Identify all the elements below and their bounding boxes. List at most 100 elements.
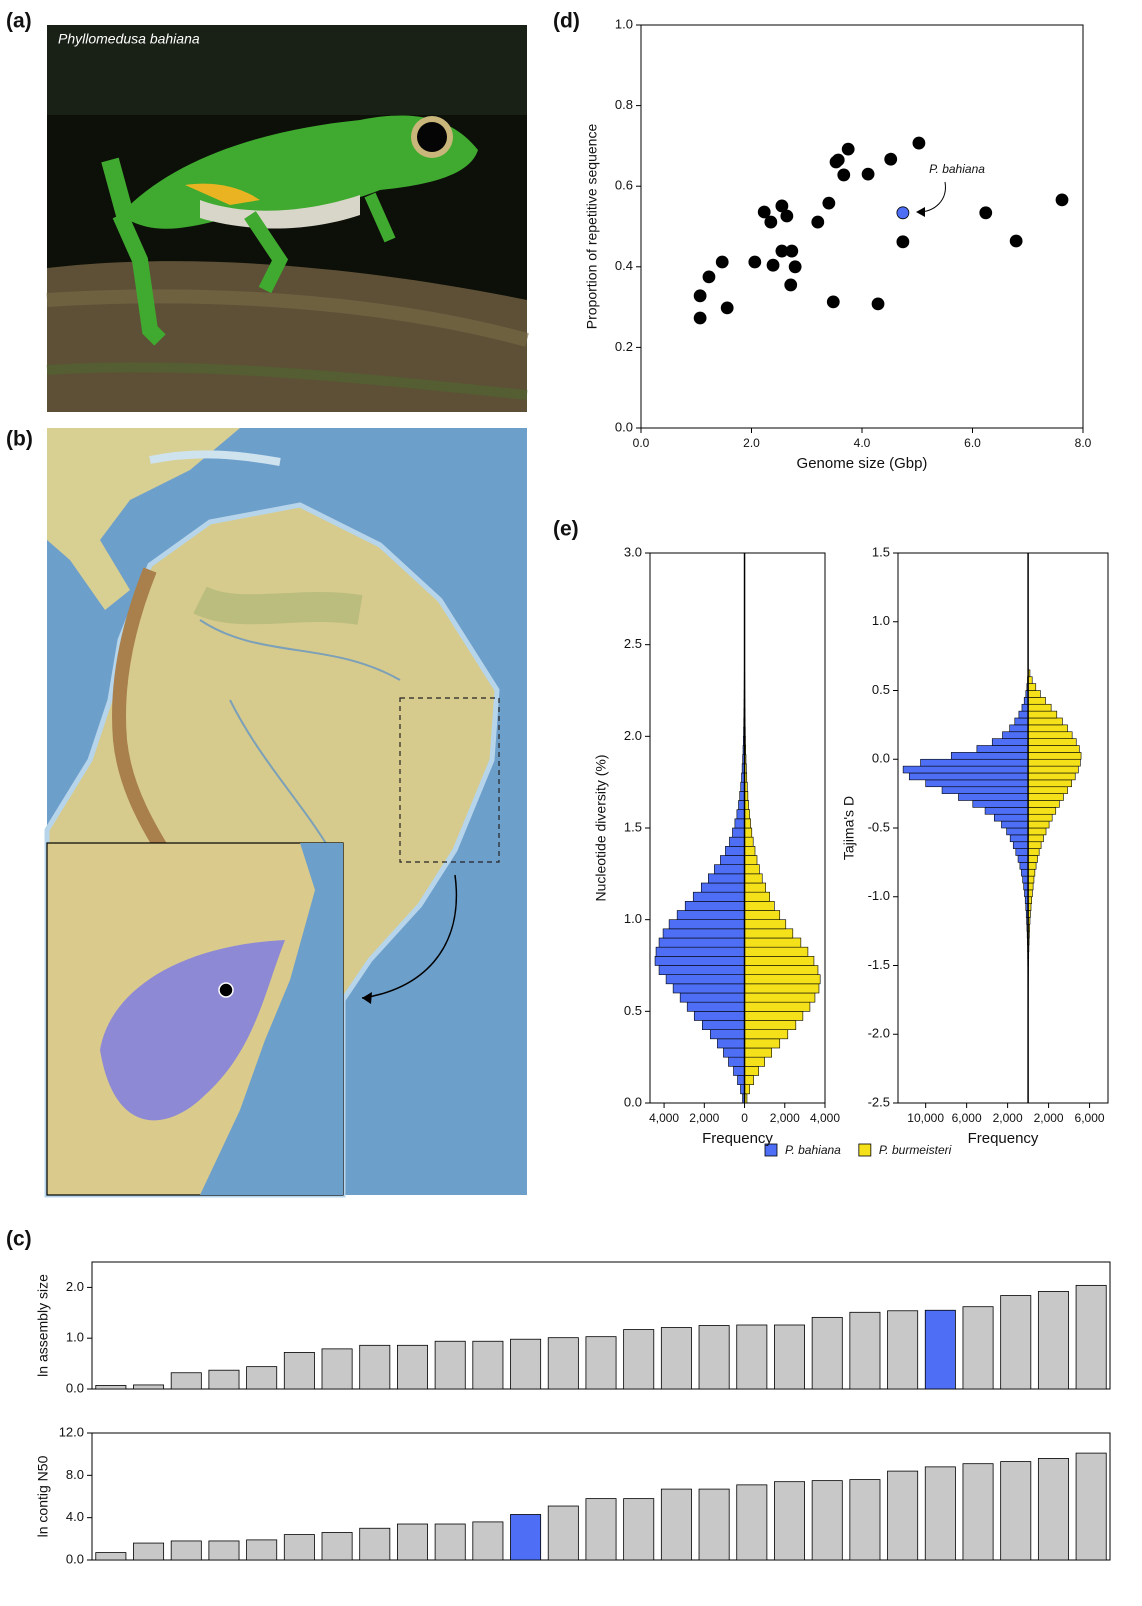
bar [586, 1499, 616, 1560]
point [885, 153, 897, 165]
bar [247, 1367, 277, 1389]
point [827, 296, 839, 308]
point [786, 245, 798, 257]
bar [284, 1352, 314, 1389]
histogram-bar [745, 1048, 772, 1057]
annotation-arrow [918, 182, 945, 212]
plot-frame [641, 25, 1083, 428]
histogram-bar [737, 810, 745, 819]
point [913, 137, 925, 149]
bar [1076, 1285, 1106, 1389]
bar [171, 1541, 201, 1560]
y-axis-label: ln contig N50 [35, 1455, 51, 1537]
y-tick-label: 1.0 [872, 613, 890, 628]
histogram-bar [1028, 801, 1059, 808]
bar [1038, 1291, 1068, 1389]
histogram-bar [1028, 835, 1043, 842]
x-tick-label: 4.0 [854, 436, 871, 450]
y-tick-label: 0.8 [615, 97, 633, 112]
bar [812, 1317, 842, 1389]
bar [624, 1330, 654, 1389]
histogram-bar [1021, 869, 1028, 876]
bar [925, 1467, 955, 1560]
bar [1038, 1458, 1068, 1560]
histogram-bar [1028, 746, 1079, 753]
y-tick-label: -0.5 [868, 819, 890, 834]
histogram-bar [1028, 697, 1045, 704]
y-tick-label: 0.0 [624, 1094, 642, 1109]
point [862, 168, 874, 180]
point [832, 154, 844, 166]
point [980, 207, 992, 219]
panel-label: (a) [6, 10, 32, 33]
x-tick-label: 2,000 [770, 1111, 800, 1125]
histogram-bar [1023, 876, 1028, 883]
x-axis-label: Genome size (Gbp) [797, 455, 928, 472]
histogram-bar [745, 837, 754, 846]
annotation: P. bahiana [929, 162, 985, 176]
histogram-bar [693, 892, 744, 901]
histogram-bar [745, 892, 770, 901]
y-tick-label: 0.6 [615, 178, 633, 193]
histogram-bar [745, 1002, 810, 1011]
bar [925, 1310, 955, 1389]
bar [209, 1370, 239, 1389]
histogram-bar [1018, 856, 1028, 863]
histogram-bar [702, 1021, 744, 1030]
histogram-bar [717, 1039, 744, 1048]
legend-label: P. burmeisteri [879, 1143, 952, 1157]
y-tick-label: -2.5 [868, 1094, 890, 1109]
histogram-bar [1028, 704, 1051, 711]
bar [284, 1535, 314, 1560]
x-tick-label: 10,000 [907, 1111, 944, 1125]
histogram-bar [951, 752, 1028, 759]
panel-label: (b) [6, 428, 33, 451]
histogram-bar [1028, 759, 1080, 766]
histogram-bar [745, 901, 775, 910]
frog-photo [47, 25, 527, 412]
point [785, 279, 797, 291]
bar [661, 1328, 691, 1389]
y-tick-label: -1.5 [868, 957, 890, 972]
bar [774, 1325, 804, 1389]
histogram-bar [738, 1076, 745, 1085]
bar [209, 1541, 239, 1560]
y-tick-label: 1.5 [872, 544, 890, 559]
histogram-bar [655, 956, 745, 965]
y-axis-label: Proportion of repetitive sequence [584, 124, 600, 330]
panel-label: (c) [6, 1228, 32, 1251]
point [694, 290, 706, 302]
histogram-bar [1019, 711, 1028, 718]
x-tick-label: 6,000 [1075, 1111, 1105, 1125]
point [781, 210, 793, 222]
histogram-bar [745, 883, 766, 892]
histogram-bar [701, 883, 744, 892]
point [703, 271, 715, 283]
histogram-bar [1015, 718, 1028, 725]
y-axis-label: ln assembly size [35, 1274, 51, 1377]
histogram-bar [1028, 739, 1076, 746]
figure: (a) Phyllomedusa bahiana (b) [0, 0, 1142, 1606]
histogram-bar [745, 856, 757, 865]
bar [96, 1553, 126, 1560]
histogram-bar [745, 874, 763, 883]
histogram-bar [745, 911, 780, 920]
histogram-bar [977, 746, 1028, 753]
histogram-bar [710, 1030, 744, 1039]
bar [737, 1325, 767, 1389]
histogram-bar [1028, 794, 1063, 801]
histogram-bar [1028, 787, 1067, 794]
point [842, 143, 854, 155]
histogram-bar [735, 819, 745, 828]
y-tick-label: 4.0 [66, 1509, 84, 1524]
histogram-bar [1028, 780, 1072, 787]
histogram-bar [1001, 821, 1028, 828]
histogram-bar [1028, 856, 1037, 863]
point [1010, 235, 1022, 247]
bar [963, 1464, 993, 1560]
arrow-head [916, 207, 925, 217]
histogram-bar [745, 865, 760, 874]
histogram-bar [745, 810, 750, 819]
histogram-bar [994, 814, 1028, 821]
histogram-bar [1020, 862, 1028, 869]
